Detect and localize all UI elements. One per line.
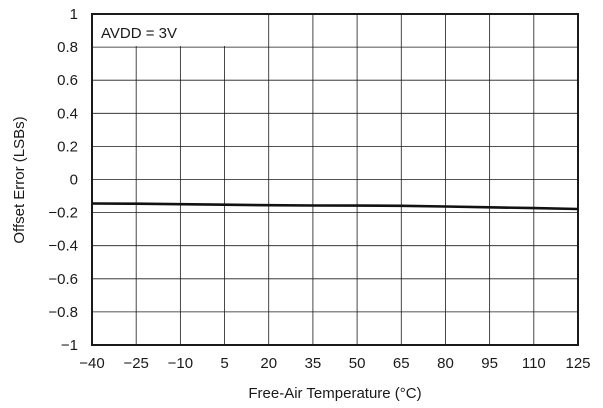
y-tick-label: 0.4	[57, 105, 78, 122]
x-tick-label: 35	[305, 355, 322, 372]
y-tick-label: −0.4	[48, 238, 78, 255]
y-tick-label: 0.8	[57, 39, 78, 56]
grid	[92, 14, 578, 345]
x-tick-label: 20	[260, 355, 277, 372]
x-tick-label: 125	[565, 355, 590, 372]
x-tick-label: 5	[220, 355, 228, 372]
x-tick-labels: −40 −25 −10 5 20 35 50 65 80 95 110 125	[79, 355, 590, 372]
x-tick-label: −40	[79, 355, 104, 372]
x-tick-label: −10	[168, 355, 193, 372]
x-tick-label: −25	[123, 355, 148, 372]
y-tick-labels: 1 0.8 0.6 0.4 0.2 0 −0.2 −0.4 −0.6 −0.8 −1	[48, 6, 78, 354]
y-axis-title: Offset Error (LSBs)	[11, 116, 28, 243]
y-tick-label: 1	[70, 6, 78, 23]
series-layer	[91, 202, 579, 211]
x-tick-label: 80	[437, 355, 454, 372]
annotation-box	[93, 15, 226, 46]
y-tick-label: −0.2	[48, 205, 78, 222]
plot-frame	[91, 13, 579, 346]
y-tick-label: 0.2	[57, 138, 78, 155]
x-tick-label: 95	[481, 355, 498, 372]
x-tick-label: 65	[393, 355, 410, 372]
series-line	[91, 202, 579, 211]
y-tick-label: −0.6	[48, 271, 78, 288]
x-tick-label: 110	[522, 355, 546, 372]
y-tick-label: −0.8	[48, 304, 78, 321]
y-tick-label: −1	[61, 337, 78, 354]
x-axis-title: Free-Air Temperature (°C)	[248, 385, 421, 402]
y-tick-label: 0	[70, 172, 78, 189]
x-tick-label: 50	[349, 355, 366, 372]
y-tick-label: 0.6	[57, 72, 78, 89]
annotation-label: AVDD = 3V	[101, 25, 177, 42]
